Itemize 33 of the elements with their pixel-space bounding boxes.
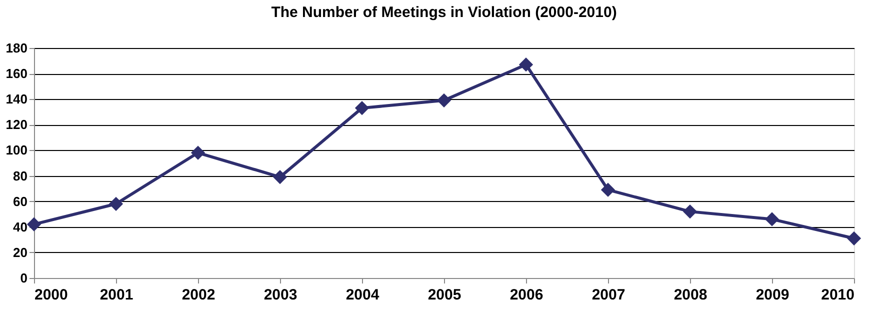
- x-tick-label: 2009: [756, 286, 790, 304]
- point: [354, 100, 370, 116]
- x-tick-label: 2000: [34, 286, 68, 304]
- x-tick-label: 2003: [264, 286, 298, 304]
- x-tick-label: 2008: [674, 286, 708, 304]
- point: [108, 196, 124, 211]
- point: [846, 231, 862, 246]
- point: [764, 212, 780, 226]
- x-tick-label: 2001: [100, 286, 134, 304]
- point: [518, 58, 534, 72]
- x-tick-label: 2010: [821, 286, 854, 304]
- y-tick-label: 160: [6, 66, 28, 82]
- x-tick-label: 2007: [592, 286, 626, 304]
- chart-title: The Number of Meetings in Violation (2000-2010): [271, 4, 617, 21]
- y-tick-label: 180: [6, 40, 28, 56]
- point: [682, 204, 698, 219]
- x-tick-label: 2005: [428, 286, 462, 304]
- y-tick-label: 140: [6, 92, 28, 107]
- point: [272, 170, 288, 184]
- x-tick-label: 2006: [510, 286, 544, 304]
- point: [26, 217, 42, 232]
- y-tick-label: 100: [6, 142, 28, 158]
- y-tick-label: 80: [13, 168, 28, 184]
- x-tick-label: 2004: [346, 286, 380, 304]
- y-tick-label: 40: [13, 219, 28, 234]
- x-tick-label: 2002: [182, 286, 216, 304]
- y-tick-label: 20: [13, 244, 28, 260]
- y-tick-label: 0: [20, 270, 28, 286]
- point: [600, 182, 616, 197]
- point: [436, 93, 452, 108]
- point: [190, 146, 206, 160]
- y-tick-label: 120: [6, 117, 28, 132]
- y-tick-label: 60: [13, 194, 28, 209]
